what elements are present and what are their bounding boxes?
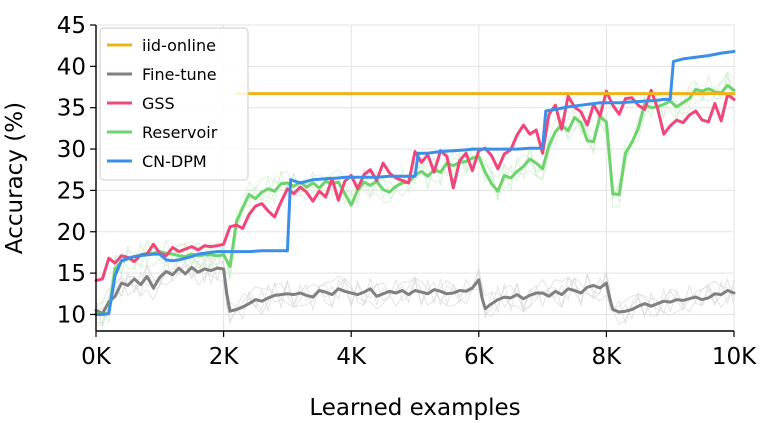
y-tick-label: 35	[57, 96, 86, 122]
y-ticks: 10 15 20 25 30 35 40 45	[57, 13, 96, 328]
series-line-reservoir-run	[95, 71, 735, 308]
x-tick-label: 6K	[464, 344, 495, 370]
axes	[95, 25, 734, 332]
x-tick-label: 2K	[209, 344, 240, 370]
y-tick-label: 15	[57, 261, 86, 287]
series-line-cn-dpm	[94, 50, 736, 316]
legend-label: iid-online	[142, 36, 216, 55]
legend: iid-online Fine-tune GSS Reservoir CN-DPM	[99, 27, 249, 181]
y-tick-label: 45	[57, 13, 86, 39]
y-tick-label: 25	[57, 178, 86, 204]
legend-label: Fine-tune	[142, 65, 217, 84]
series-lines	[94, 50, 736, 329]
series-line-fine-tune	[94, 265, 736, 316]
x-tick-label: 10K	[712, 344, 757, 370]
y-tick-label: 30	[57, 137, 86, 163]
y-tick-label: 20	[57, 220, 86, 246]
y-axis-label: Accuracy (%)	[2, 102, 28, 254]
legend-label: GSS	[142, 94, 175, 113]
x-tick-label: 0K	[81, 344, 112, 370]
x-tick-label: 8K	[592, 344, 623, 370]
legend-label: CN-DPM	[142, 152, 207, 171]
x-tick-label: 4K	[336, 344, 367, 370]
y-tick-label: 40	[57, 54, 86, 80]
x-ticks: 0K 2K 4K 6K 8K 10K	[81, 331, 757, 370]
y-tick-label: 10	[57, 302, 86, 328]
series-line-gss	[94, 88, 736, 283]
legend-box	[99, 27, 249, 181]
legend-label: Reservoir	[142, 123, 218, 142]
x-axis-label: Learned examples	[309, 395, 520, 421]
